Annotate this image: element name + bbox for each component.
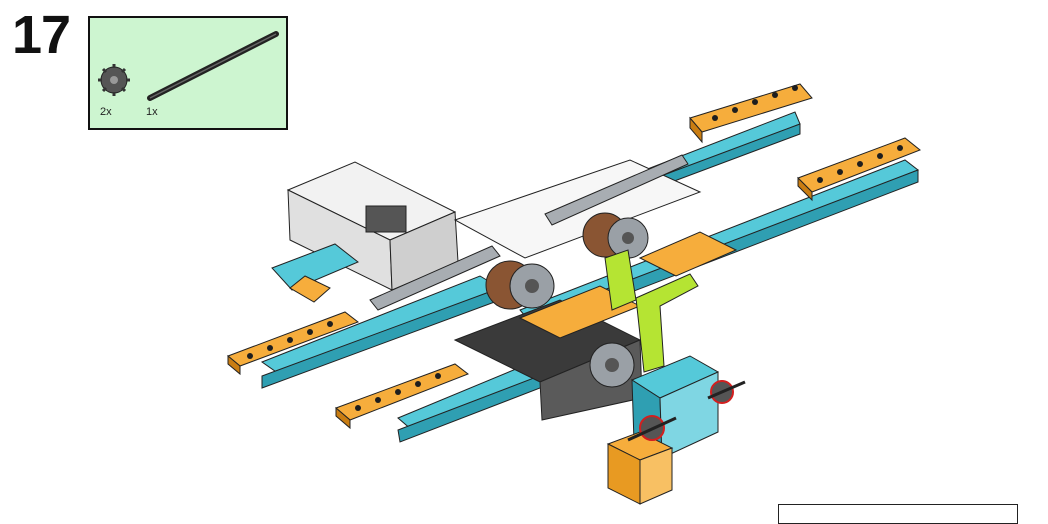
gear-lower — [589, 342, 635, 388]
left-beam — [227, 243, 502, 389]
gear-quantity: 2x — [100, 106, 112, 118]
axle-icon — [147, 31, 279, 101]
upper-right-wing — [644, 83, 813, 193]
model-illustration — [227, 83, 921, 505]
new-gear-1 — [707, 380, 746, 404]
hub — [286, 161, 459, 291]
axle-quantity: 1x — [146, 106, 158, 118]
gear-left — [485, 260, 555, 310]
next-step-frame — [778, 504, 1018, 524]
parts-illustration — [98, 31, 279, 101]
studs — [247, 85, 903, 411]
gear-icon — [98, 64, 130, 96]
gear-right — [582, 212, 649, 259]
new-gear-2 — [627, 415, 677, 442]
lime-liftarm — [604, 249, 699, 373]
parts-callout: 2x 1x — [88, 16, 288, 130]
center-orange-plate — [518, 231, 738, 339]
center-plate — [453, 154, 702, 259]
front-block — [606, 355, 720, 505]
step-number: 17 — [12, 5, 71, 65]
